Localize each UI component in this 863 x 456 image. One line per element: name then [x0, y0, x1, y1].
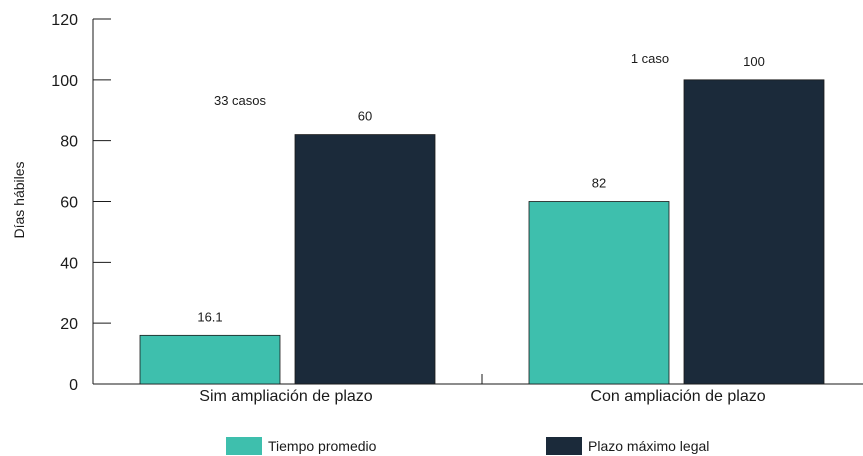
y-ticks: 0 20 40 60 80 100 120: [51, 12, 111, 394]
bars: [139, 79, 825, 385]
y-tick-label-100: 100: [51, 73, 78, 90]
bar-plazo-maximo-legal-1: [683, 79, 825, 385]
data-label-1-0: 60: [358, 109, 372, 124]
category-label-0: Sim ampliación de plazo: [199, 388, 373, 405]
bar-plazo-maximo-legal-0: [294, 134, 436, 385]
legend-item-plazo-maximo-legal: Plazo máximo legal: [546, 437, 709, 455]
y-tick-label-80: 80: [60, 134, 78, 151]
y-tick-label-120: 120: [51, 12, 78, 29]
legend-label: Plazo máximo legal: [588, 438, 710, 454]
legend-item-tiempo-promedio: Tiempo promedio: [226, 437, 376, 455]
data-label-0-0: 16.1: [197, 309, 222, 324]
y-tick-label-0: 0: [69, 377, 78, 394]
bar-labels: 16.1 82 60 100: [197, 54, 765, 325]
y-tick-label-20: 20: [60, 316, 78, 333]
bar-tiempo-promedio-0: [139, 334, 281, 385]
legend-label: Tiempo promedio: [268, 438, 377, 454]
annotation-33-casos: 33 casos: [214, 93, 267, 108]
category-labels: Sim ampliación de plazo Con ampliación de…: [199, 388, 765, 405]
y-axis-label: Días hábiles: [11, 161, 27, 238]
bar-tiempo-promedio-1: [528, 201, 670, 385]
annotation-1-caso: 1 caso: [631, 51, 669, 66]
y-tick-label-40: 40: [60, 255, 78, 272]
category-label-1: Con ampliación de plazo: [590, 388, 765, 405]
y-tick-label-60: 60: [60, 195, 78, 212]
legend-swatch: [546, 437, 582, 455]
data-label-0-1: 82: [592, 176, 606, 191]
data-label-1-1: 100: [743, 54, 765, 69]
legend-swatch: [226, 437, 262, 455]
